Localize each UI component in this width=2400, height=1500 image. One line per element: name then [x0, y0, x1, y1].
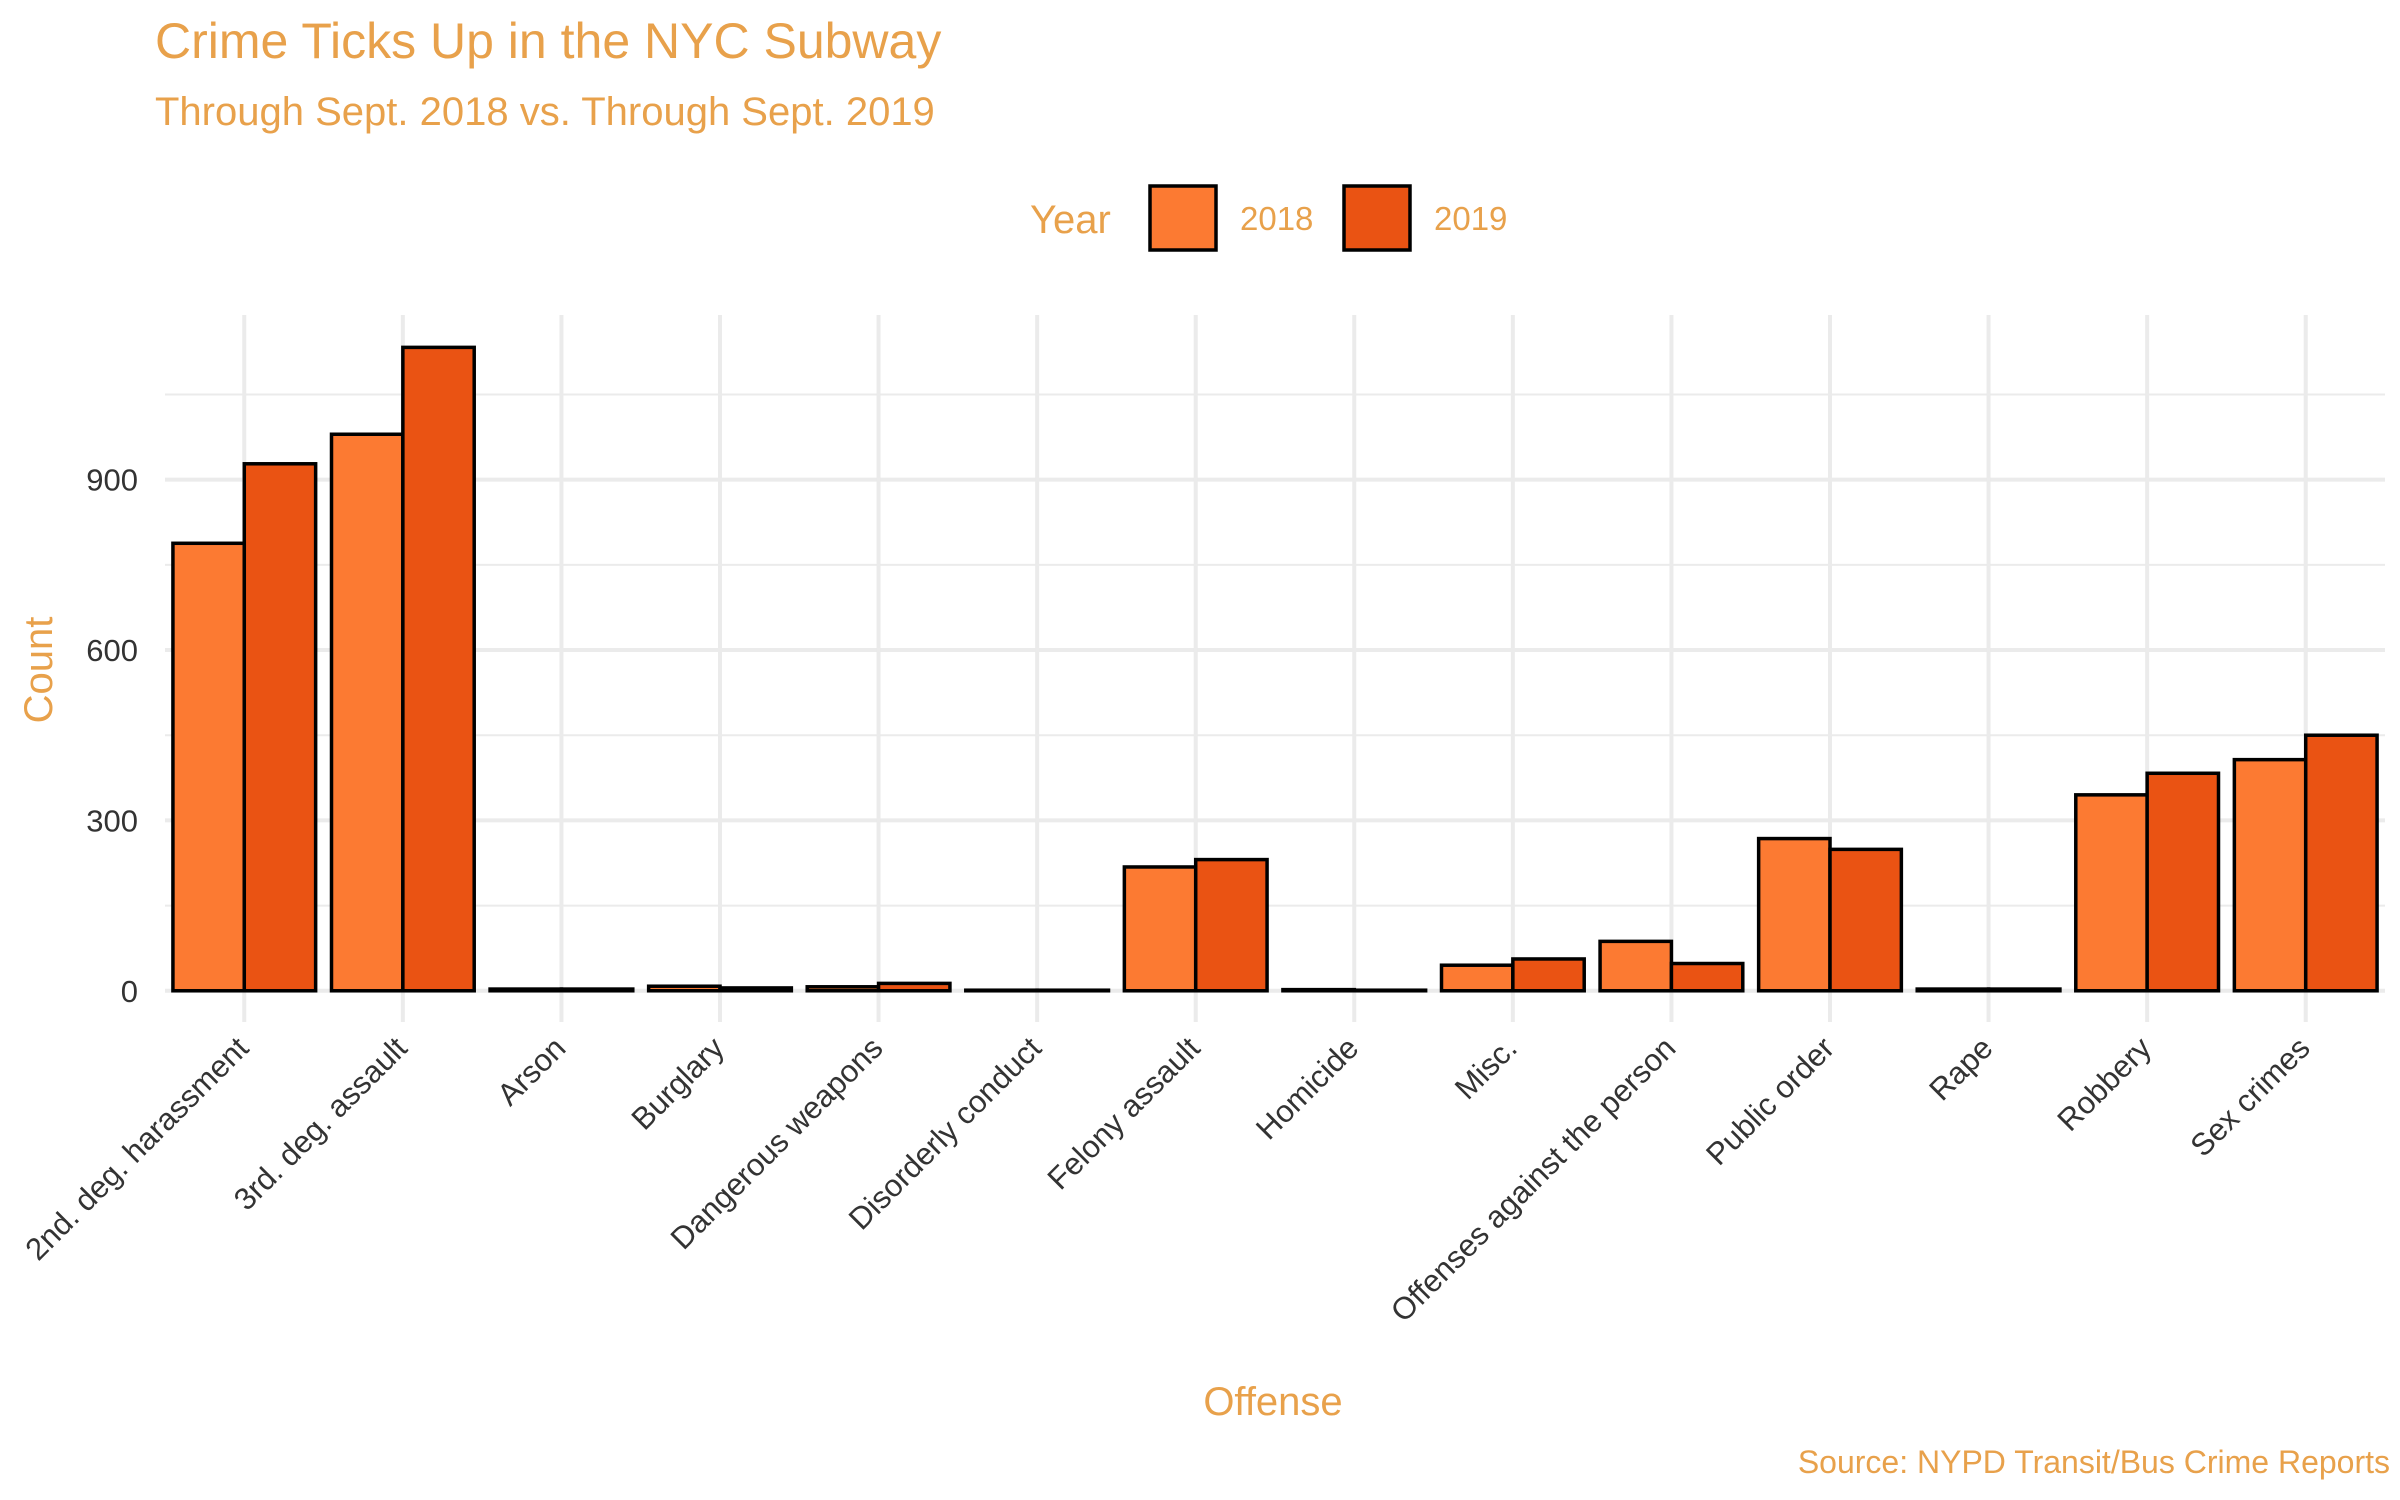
bar-2018-8: Misc. 2018: 45 [1439, 963, 1515, 993]
bar-2018-12: Robbery 2018: 345 [2074, 793, 2149, 993]
x-tick-label: Rape [1922, 1030, 1999, 1107]
bars: 2nd. deg. harassment 2018: 7882nd. deg. … [171, 345, 2379, 993]
x-tick-label: 3rd. deg. assault [227, 1030, 414, 1217]
bar-2019-1: 3rd. deg. assault 2019: 1133 [401, 345, 476, 993]
bar-2019-7: Homicide 2019: 1 [1352, 988, 1428, 993]
x-tick-label: Felony assault [1041, 1030, 1207, 1196]
y-tick-label: 300 [86, 803, 138, 838]
legend-label-2018: 2018 [1240, 200, 1313, 237]
x-tick-label: Offenses against the person [1384, 1030, 1683, 1329]
x-tick-label: Sex crimes [2184, 1030, 2317, 1163]
bar-2018-13: Sex crimes 2018: 407 [2232, 757, 2308, 993]
bar-2018-5: Disorderly conduct 2018: 1 [964, 988, 1039, 993]
x-axis-title: Offense [1203, 1380, 1342, 1424]
bar-2019-11: Rape 2019: 3 [1986, 987, 2062, 993]
x-tick-label: Arson [490, 1030, 572, 1112]
x-tick-label: Homicide [1249, 1030, 1365, 1146]
bar-2019-0: 2nd. deg. harassment 2019: 928 [242, 462, 318, 993]
bar-2018-2: Arson 2018: 3 [488, 987, 564, 993]
bar-2018-1: 3rd. deg. assault 2018: 980 [329, 432, 405, 993]
x-tick-label: Robbery [2050, 1030, 2158, 1138]
bar-2018-11: Rape 2018: 3 [1915, 987, 1991, 993]
x-tick-label: 2nd. deg. harassment [18, 1030, 255, 1267]
bar-2019-12: Robbery 2019: 383 [2145, 771, 2221, 993]
bar-2018-6: Felony assault 2018: 218 [1122, 865, 1198, 993]
legend-title: Year [1030, 198, 1111, 242]
chart-caption: Source: NYPD Transit/Bus Crime Reports [1798, 1444, 2390, 1480]
chart-title: Crime Ticks Up in the NYC Subway [155, 13, 941, 69]
bar-2019-5: Disorderly conduct 2019: 1 [1035, 988, 1111, 993]
bar-2019-13: Sex crimes 2019: 450 [2303, 733, 2379, 993]
bar-2019-8: Misc. 2019: 56 [1511, 957, 1586, 993]
bar-2018-10: Public order 2018: 268 [1756, 836, 1832, 993]
bar-2019-2: Arson 2019: 3 [559, 987, 635, 993]
legend-key-2018 [1148, 184, 1218, 252]
bar-2019-3: Burglary 2019: 5 [718, 986, 794, 993]
y-tick-label: 900 [86, 463, 138, 498]
bar-2019-6: Felony assault 2019: 231 [1193, 857, 1269, 993]
grid [165, 315, 2385, 1022]
y-axis-ticks: 0 300 600 900 [86, 463, 138, 1009]
bar-2018-4: Dangerous weapons 2018: 7 [805, 985, 881, 993]
bar-2019-9: Offenses against the person 2019: 48 [1669, 961, 1745, 993]
y-axis-title: Count [17, 617, 61, 724]
bar-2019-10: Public order 2019: 249 [1828, 847, 1904, 993]
bar-2018-9: Offenses against the person 2018: 87 [1598, 939, 1674, 993]
bar-2018-7: Homicide 2018: 2 [1281, 987, 1357, 993]
x-tick-label: Misc. [1448, 1030, 1524, 1106]
legend-key-2019 [1342, 184, 1412, 252]
bar-2018-3: Burglary 2018: 8 [646, 984, 722, 993]
legend: Year 2018 2019 [1030, 184, 1507, 252]
x-tick-label: Public order [1699, 1030, 1841, 1172]
chart-subtitle: Through Sept. 2018 vs. Through Sept. 201… [155, 90, 935, 134]
x-tick-label: Burglary [625, 1030, 732, 1137]
legend-label-2019: 2019 [1434, 200, 1507, 237]
y-tick-label: 600 [86, 633, 138, 668]
bar-2019-4: Dangerous weapons 2019: 13 [876, 981, 952, 993]
y-tick-label: 0 [121, 974, 138, 1009]
bar-2018-0: 2nd. deg. harassment 2018: 788 [171, 541, 247, 993]
